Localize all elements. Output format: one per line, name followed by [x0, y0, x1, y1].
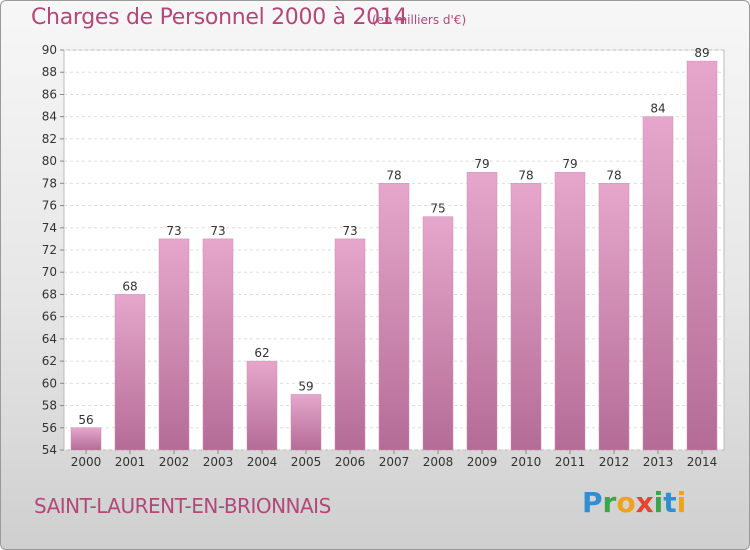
x-axis: 2000 2001 2002 2003 2004 2005 2006 2007 2008 2009…	[71, 450, 718, 469]
y-tick-label: 60	[42, 376, 57, 390]
y-tick-label: 64	[42, 332, 57, 346]
data-label: 56	[78, 413, 93, 427]
logo-letter: i	[676, 486, 687, 519]
data-label: 68	[122, 279, 137, 293]
logo-letter: x	[635, 486, 654, 519]
y-tick-label: 54	[42, 443, 57, 457]
logo-letter: t	[663, 486, 677, 519]
y-tick-label: 84	[42, 110, 57, 124]
x-tick-label: 2014	[687, 455, 718, 469]
bar	[510, 183, 542, 451]
data-label: 84	[650, 102, 665, 116]
bar	[202, 238, 234, 451]
x-tick-label: 2006	[335, 455, 366, 469]
x-tick-label: 2009	[467, 455, 498, 469]
bar	[686, 60, 718, 451]
y-tick-label: 76	[42, 199, 57, 213]
bar	[70, 427, 102, 451]
bar	[114, 294, 146, 451]
commune-name: SAINT-LAURENT-EN-BRIONNAIS	[34, 494, 331, 518]
y-tick-label: 66	[42, 310, 57, 324]
bars	[70, 60, 718, 451]
data-label: 78	[606, 168, 621, 182]
data-label: 59	[298, 379, 313, 393]
bar	[422, 216, 454, 451]
y-tick-label: 68	[42, 287, 57, 301]
data-label: 73	[210, 224, 225, 238]
bar	[642, 116, 674, 451]
bar	[246, 360, 278, 451]
proxiti-logo: Proxiti	[582, 486, 686, 519]
x-tick-label: 2001	[115, 455, 146, 469]
data-label: 78	[518, 168, 533, 182]
x-tick-label: 2007	[379, 455, 410, 469]
x-tick-label: 2008	[423, 455, 454, 469]
y-tick-label: 78	[42, 176, 57, 190]
y-tick-label: 70	[42, 265, 57, 279]
data-label: 78	[386, 168, 401, 182]
y-tick-label: 88	[42, 65, 57, 79]
data-label: 62	[254, 346, 269, 360]
bar	[290, 394, 322, 451]
y-tick-label: 72	[42, 243, 57, 257]
chart-title: Charges de Personnel 2000 à 2014	[31, 5, 408, 30]
data-label: 73	[342, 224, 357, 238]
y-tick-label: 86	[42, 87, 57, 101]
bar	[598, 183, 630, 451]
data-label: 79	[562, 157, 577, 171]
y-tick-label: 56	[42, 421, 57, 435]
chart-subtitle: (en milliers d'€)	[372, 13, 467, 27]
x-tick-label: 2013	[643, 455, 674, 469]
x-tick-label: 2000	[71, 455, 102, 469]
logo-letter: r	[602, 486, 617, 519]
y-tick-label: 62	[42, 354, 57, 368]
data-label: 89	[694, 46, 709, 60]
x-tick-label: 2005	[291, 455, 322, 469]
y-tick-label: 82	[42, 132, 57, 146]
logo-letter: i	[653, 486, 664, 519]
data-labels: 56 68 73 73 62 59 73 78 75 79 78 79 78 84 89	[78, 46, 709, 427]
bar	[158, 238, 190, 451]
x-tick-label: 2004	[247, 455, 278, 469]
x-tick-label: 2010	[511, 455, 542, 469]
x-tick-label: 2012	[599, 455, 630, 469]
bar	[378, 183, 410, 451]
data-label: 75	[430, 202, 445, 216]
data-label: 79	[474, 157, 489, 171]
data-label: 73	[166, 224, 181, 238]
logo-letter: P	[582, 486, 603, 519]
bar	[334, 238, 366, 451]
x-tick-label: 2003	[203, 455, 234, 469]
x-tick-label: 2002	[159, 455, 190, 469]
logo-letter: o	[616, 486, 636, 519]
y-axis: 54 56 58 60 62 64 66 68 70 72 74 76 78 80 82 84 86 88 90	[42, 43, 64, 457]
x-tick-label: 2011	[555, 455, 586, 469]
bar	[554, 171, 586, 451]
y-tick-label: 80	[42, 154, 57, 168]
y-tick-label: 90	[42, 43, 57, 57]
y-tick-label: 58	[42, 399, 57, 413]
bar	[466, 171, 498, 451]
y-tick-label: 74	[42, 221, 57, 235]
